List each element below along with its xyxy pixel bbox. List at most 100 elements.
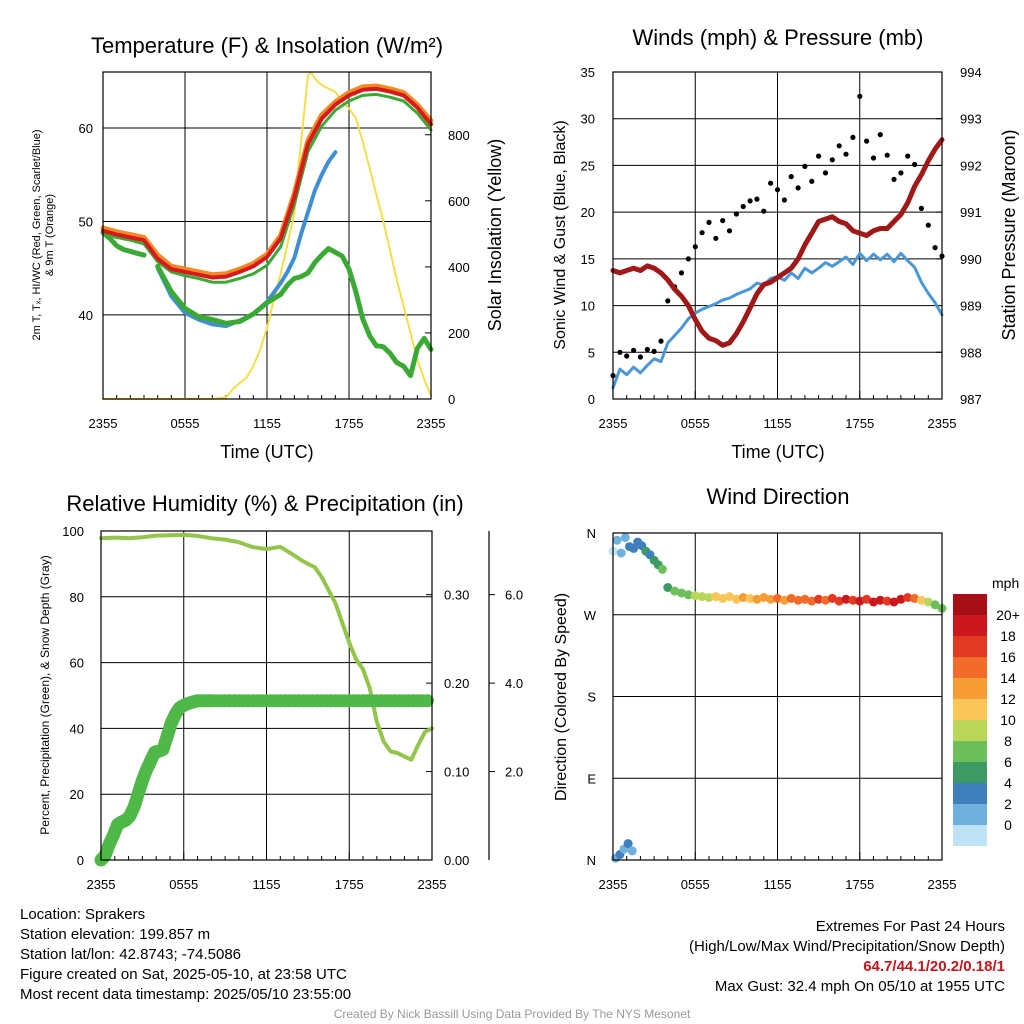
dir-xtick-label: 0555 [681,877,710,892]
legend-label: 18 [1000,628,1016,644]
gust-point [932,245,938,251]
rh-ytick-label: 100 [62,524,84,539]
dir-xtick-label: 2355 [599,877,628,892]
humidity-plot-frame [100,530,433,861]
legend-swatch [953,678,987,699]
dewpoint-line [155,150,338,329]
gust-point [624,353,630,359]
wind-xtick-label: 0555 [681,416,710,431]
temperature-title: Temperature (F) & Insolation (W/m²) [91,33,443,58]
gust-point [925,222,931,228]
legend-swatch [953,657,987,678]
humidity-title: Relative Humidity (%) & Precipitation (i… [66,491,463,516]
dir-xtick-label: 1755 [845,877,874,892]
pressure-ytick-label: 990 [960,252,982,267]
rh-xtick-label: 1755 [335,877,364,892]
temp-xtick-label: 0555 [171,416,200,431]
gust-point [651,348,657,354]
temp-xtick-label: 1755 [335,416,364,431]
pressure-ytick-label: 989 [960,299,982,314]
insolation-ytick-label: 200 [448,326,470,341]
insolation-ytick-label: 400 [448,260,470,275]
temp-xtick-label: 2355 [417,416,446,431]
snow-ytick-label: 2.0 [505,765,523,780]
gust-point [665,298,671,304]
legend-label: 4 [1004,775,1012,791]
legend-swatch [953,615,987,636]
snow-ytick-label: 4.0 [505,676,523,691]
legend-label: 6 [1004,754,1012,770]
precip-ytick-label: 0.10 [444,765,469,780]
rh-xtick-label: 1155 [253,877,281,892]
wind-xtick-label: 2355 [599,416,628,431]
precip-point [420,694,434,708]
wind-ytick-label: 25 [581,158,595,173]
gust-point [816,153,822,159]
pressure-ytick-label: 987 [960,392,982,407]
direction-point [786,593,796,603]
gust-point [726,228,733,234]
station-location: Location: Sprakers [20,906,146,923]
direction-point [930,600,940,610]
direction-point [711,592,721,602]
insolation-ytick-label: 800 [448,128,470,143]
direction-point [821,595,830,605]
dir-ytick-label: N [587,853,596,868]
legend-swatch [953,699,987,720]
pressure-ytick-label: 992 [960,158,982,173]
gust-point [877,132,883,138]
gust-point [754,196,760,202]
gust-point [713,235,719,241]
temperature-ylabel-line1: 2m T, Tₓ, HI/WC (Red, Green, Scarlet/Blu… [31,129,43,340]
legend-swatch [953,741,987,762]
station-info: Location: Sprakers Station elevation: 19… [20,905,351,1005]
legend-label: 12 [1000,691,1016,707]
gust-point [898,170,904,176]
rh-ytick-label: 80 [70,590,84,605]
gust-point [795,185,801,191]
direction-point [752,594,762,604]
insolation-line [102,71,432,400]
extremes-values: 64.7/44.1/20.2/0.18/1 [863,958,1005,975]
gust-point [788,174,794,180]
wind-ytick-label: 30 [581,112,595,127]
direction-point [759,593,769,602]
dir-ytick-label: N [587,526,596,541]
direction-point [657,564,667,574]
direction-ylabel: Direction (Colored By Speed) [553,593,570,801]
direction-point [827,593,837,603]
pressure-line [610,137,945,348]
wind-series [610,93,945,390]
gust-point [692,244,698,250]
gust-point [822,170,829,176]
temp-ytick-label: 40 [79,308,93,323]
dir-ytick-label: E [587,771,596,786]
gust-point [843,151,849,157]
gust-point [864,138,870,144]
direction-point [916,595,926,605]
gust-point [631,347,637,353]
direction-plot-frame [612,532,943,861]
temperature-series [100,71,434,400]
gust-point [678,270,685,276]
direction-point [690,591,700,601]
precip-ytick-label: 0.00 [444,853,469,868]
dir-xtick-label: 1155 [764,877,792,892]
pressure-ytick-label: 988 [960,345,982,360]
direction-point [623,839,633,849]
gust-point [774,187,781,193]
gust-point [720,218,726,224]
snow-ytick-label: 6.0 [505,588,523,603]
gust-point [802,163,808,169]
station-latlon: Station lat/lon: 42.8743; -74.5086 [20,946,242,963]
direction-point [670,586,680,596]
precip-ytick-label: 0.20 [444,676,469,691]
direction-point [745,593,755,603]
extremes-subtitle: (High/Low/Max Wind/Precipitation/Snow De… [689,938,1005,955]
gust-point [781,197,788,203]
max-gust: Max Gust: 32.4 mph On 05/10 at 1955 UTC [714,978,1005,995]
direction-point [627,846,637,856]
wind-xtick-label: 2355 [928,416,957,431]
